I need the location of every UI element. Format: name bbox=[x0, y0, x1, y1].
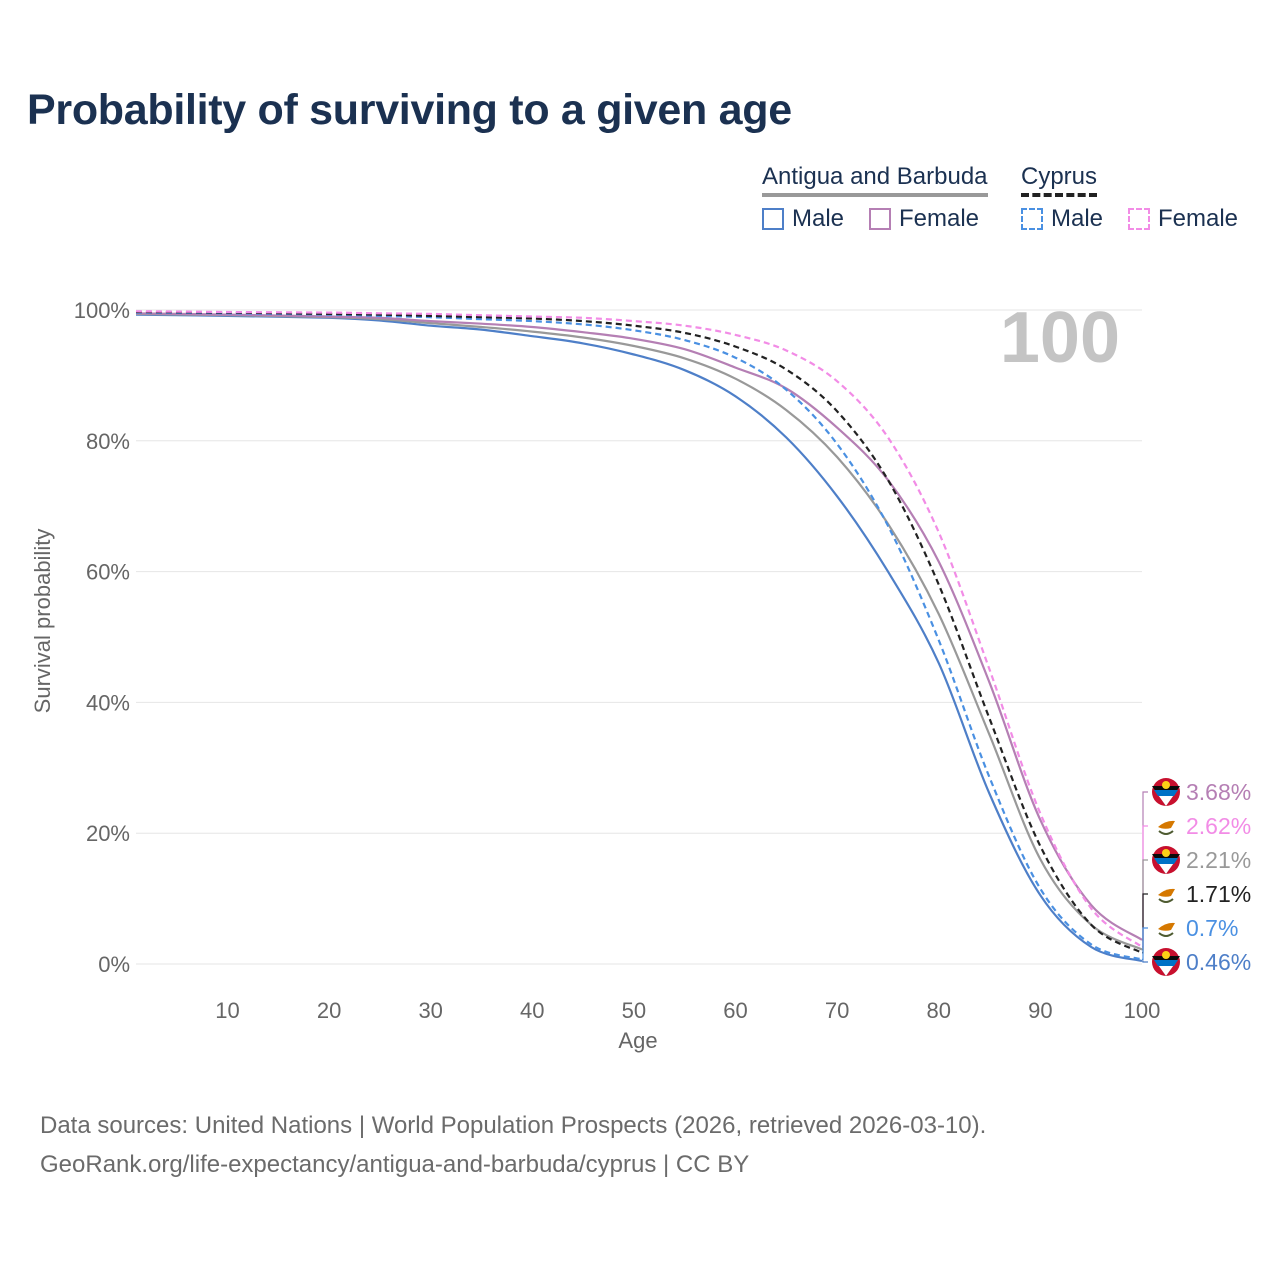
end-value-label: 2.62% bbox=[1186, 813, 1251, 839]
y-axis-title: Survival probability bbox=[30, 529, 55, 714]
y-tick-label: 20% bbox=[86, 821, 130, 846]
legend-group-antigua[interactable]: Antigua and Barbuda bbox=[762, 163, 988, 197]
legend-item-label: Male bbox=[792, 205, 845, 232]
x-tick-label: 80 bbox=[927, 998, 951, 1023]
legend-swatch bbox=[1128, 208, 1150, 230]
end-label-connector bbox=[1142, 960, 1148, 963]
x-tick-label: 40 bbox=[520, 998, 544, 1023]
end-value-label: 2.21% bbox=[1186, 847, 1251, 873]
cyprus-flag-icon bbox=[1152, 812, 1180, 840]
x-tick-label: 100 bbox=[1124, 998, 1161, 1023]
series-line[interactable] bbox=[135, 313, 1143, 963]
end-value-label: 3.68% bbox=[1186, 779, 1251, 805]
legend-group-label: Cyprus bbox=[1021, 163, 1098, 197]
x-tick-label: 70 bbox=[825, 998, 849, 1023]
x-tick-label: 60 bbox=[723, 998, 747, 1023]
x-tick-label: 20 bbox=[317, 998, 341, 1023]
cyprus-flag-icon bbox=[1152, 914, 1180, 942]
x-tick-label: 30 bbox=[418, 998, 442, 1023]
legend-item-cyprus-female[interactable]: Female bbox=[1128, 205, 1238, 233]
chart-title: Probability of surviving to a given age bbox=[27, 86, 792, 134]
antigua-flag-icon bbox=[1152, 778, 1180, 806]
y-tick-label: 60% bbox=[86, 560, 130, 585]
legend-swatch bbox=[762, 208, 784, 230]
antigua-flag-icon bbox=[1152, 846, 1180, 874]
legend-group-label: Antigua and Barbuda bbox=[762, 163, 988, 197]
end-value-label: 0.7% bbox=[1186, 915, 1238, 941]
legend-item-cyprus-male[interactable]: Male bbox=[1021, 205, 1103, 233]
x-tick-label: 90 bbox=[1028, 998, 1052, 1023]
end-value-label: 0.46% bbox=[1186, 949, 1251, 975]
grid-lines bbox=[136, 309, 1142, 965]
legend-item-label: Male bbox=[1051, 205, 1104, 232]
series-line[interactable] bbox=[135, 310, 1143, 954]
end-labels: 3.68% 2.62% 2.21% 1.71% 0.7% 0.46% bbox=[1152, 778, 1251, 976]
legend-item-label: Female bbox=[1158, 205, 1239, 232]
series-line[interactable] bbox=[135, 312, 1143, 951]
credits-link[interactable]: GeoRank.org/life-expectancy/antigua-and-… bbox=[40, 1151, 750, 1178]
x-tick-label: 10 bbox=[215, 998, 239, 1023]
legend-item-label: Female bbox=[899, 205, 980, 232]
legend-swatch bbox=[1021, 208, 1043, 230]
end-label-connectors bbox=[1142, 791, 1148, 963]
series-line[interactable] bbox=[135, 311, 1143, 961]
x-axis-ticks: 10 20 30 40 50 60 70 80 90 100 bbox=[215, 998, 1160, 1023]
legend-item-antigua-female[interactable]: Female bbox=[869, 205, 979, 233]
legend-item-antigua-male[interactable]: Male bbox=[762, 205, 844, 233]
current-age-label: 100 bbox=[1000, 298, 1120, 378]
legend-group-cyprus[interactable]: Cyprus bbox=[1021, 163, 1098, 197]
x-tick-label: 50 bbox=[622, 998, 646, 1023]
x-axis-title: Age bbox=[618, 1028, 657, 1053]
y-tick-label: 40% bbox=[86, 690, 130, 715]
credits: Data sources: United Nations | World Pop… bbox=[40, 1106, 986, 1184]
series-lines bbox=[135, 310, 1143, 963]
y-axis-ticks: 0% 20% 40% 60% 80% 100% bbox=[74, 298, 130, 977]
antigua-flag-icon bbox=[1152, 948, 1180, 976]
legend-swatch bbox=[869, 208, 891, 230]
cyprus-flag-icon bbox=[1152, 880, 1180, 908]
y-tick-label: 80% bbox=[86, 429, 130, 454]
series-line[interactable] bbox=[135, 310, 1143, 948]
end-label-connector bbox=[1142, 927, 1148, 960]
series-line[interactable] bbox=[135, 312, 1143, 941]
y-tick-label: 100% bbox=[74, 298, 130, 323]
end-value-label: 1.71% bbox=[1186, 881, 1251, 907]
credits-sources: Data sources: United Nations | World Pop… bbox=[40, 1112, 987, 1139]
y-tick-label: 0% bbox=[98, 952, 130, 977]
